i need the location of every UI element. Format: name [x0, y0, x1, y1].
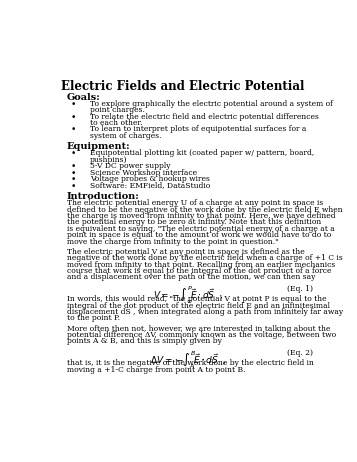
Text: •: • [71, 150, 76, 158]
Text: pushpins): pushpins) [90, 156, 127, 164]
Text: (Eq. 2): (Eq. 2) [287, 349, 313, 357]
Text: that is, it is the negative of the work done by the electric field in: that is, it is the negative of the work … [67, 359, 314, 367]
Text: potential difference ΔV, commonly known as the voltage, between two: potential difference ΔV, commonly known … [67, 331, 336, 339]
Text: To explore graphically the electric potential around a system of: To explore graphically the electric pote… [90, 100, 333, 108]
Text: Science Workshop interface: Science Workshop interface [90, 169, 197, 176]
Text: More often then not, however, we are interested in talking about the: More often then not, however, we are int… [67, 325, 330, 333]
Text: To learn to interpret plots of equipotential surfaces for a: To learn to interpret plots of equipoten… [90, 126, 306, 134]
Text: Equipotential plotting kit (coated paper w/ pattern, board,: Equipotential plotting kit (coated paper… [90, 150, 314, 158]
Text: point in space is equal to the amount of work we would have to do to: point in space is equal to the amount of… [67, 231, 331, 239]
Text: Introduction:: Introduction: [67, 192, 140, 201]
Text: •: • [71, 175, 76, 184]
Text: the potential energy to be zero at infinity. Note that this definition: the potential energy to be zero at infin… [67, 219, 321, 226]
Text: the charge is moved from infinity to that point. Here, we have defined: the charge is moved from infinity to tha… [67, 212, 335, 220]
Text: moved from infinity to that point. Recalling from an earlier mechanics: moved from infinity to that point. Recal… [67, 261, 335, 268]
Text: •: • [71, 100, 76, 109]
Text: To relate the electric field and electric potential differences: To relate the electric field and electri… [90, 113, 319, 121]
Text: •: • [71, 162, 76, 171]
Text: to the point P.: to the point P. [67, 314, 120, 322]
Text: displacement dS , when integrated along a path from infinitely far away: displacement dS , when integrated along … [67, 308, 343, 316]
Text: $V = -\!\int_{\infty}^{P}\!\vec{E}\cdot d\vec{S}$  ,: $V = -\!\int_{\infty}^{P}\!\vec{E}\cdot … [154, 285, 223, 306]
Text: course that work is equal to the integral of the dot product of a force: course that work is equal to the integra… [67, 267, 331, 275]
Text: negative of the work done by the electric field when a charge of +1 C is: negative of the work done by the electri… [67, 254, 342, 262]
Text: move the charge from infinity to the point in question.": move the charge from infinity to the poi… [67, 237, 278, 245]
Text: points A & B, and this is simply given by: points A & B, and this is simply given b… [67, 337, 222, 346]
Text: Software: EMField, DataStudio: Software: EMField, DataStudio [90, 182, 210, 189]
Text: Electric Fields and Electric Potential: Electric Fields and Electric Potential [61, 80, 305, 93]
Text: •: • [71, 169, 76, 178]
Text: (Eq. 1): (Eq. 1) [287, 285, 313, 293]
Text: •: • [71, 126, 76, 134]
Text: 5-V DC power supply: 5-V DC power supply [90, 162, 171, 170]
Text: In words, this would read, "the potential V at point P is equal to the: In words, this would read, "the potentia… [67, 295, 326, 303]
Text: to each other.: to each other. [90, 119, 142, 127]
Text: integral of the dot product of the electric field E and an infinitesimal: integral of the dot product of the elect… [67, 302, 330, 310]
Text: •: • [71, 182, 76, 190]
Text: and a displacement over the path of the motion, we can then say: and a displacement over the path of the … [67, 274, 315, 281]
Text: defined to be the negative of the work done by the electric field E when: defined to be the negative of the work d… [67, 206, 342, 213]
Text: system of charges.: system of charges. [90, 132, 161, 140]
Text: Voltage probes & hookup wires: Voltage probes & hookup wires [90, 175, 210, 183]
Text: moving a +1-C charge from point A to point B.: moving a +1-C charge from point A to poi… [67, 365, 245, 374]
Text: is equivalent to saying, "The electric potential energy of a charge at a: is equivalent to saying, "The electric p… [67, 225, 335, 233]
Text: Equipment:: Equipment: [67, 142, 130, 151]
Text: The electric potential energy U of a charge at any point in space is: The electric potential energy U of a cha… [67, 199, 323, 207]
Text: point charges.: point charges. [90, 106, 145, 114]
Text: $\Delta V = -\!\int_{A}^{B}\!\vec{E}\cdot d\vec{S}$  ,: $\Delta V = -\!\int_{A}^{B}\!\vec{E}\cdo… [150, 349, 227, 371]
Text: The electric potential V at any point in space is defined as the: The electric potential V at any point in… [67, 248, 305, 256]
Text: •: • [71, 113, 76, 122]
Text: Goals:: Goals: [67, 92, 101, 102]
